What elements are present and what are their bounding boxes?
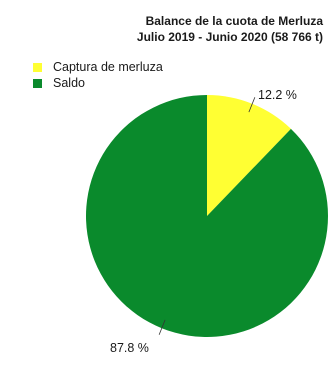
chart-title: Balance de la cuota de Merluza xyxy=(145,14,323,28)
legend-swatch-captura xyxy=(33,62,42,72)
legend-swatch-saldo xyxy=(33,78,42,88)
pie-slice-saldo xyxy=(85,95,329,338)
legend-label-saldo: Saldo xyxy=(53,76,85,90)
leader-line-saldo xyxy=(158,319,166,335)
legend: Captura de merluza Saldo xyxy=(33,59,163,91)
leader-line-captura xyxy=(248,97,256,113)
chart-title-block: Balance de la cuota de Merluza Julio 201… xyxy=(23,13,323,45)
legend-item-captura: Captura de merluza xyxy=(33,59,163,75)
legend-label-captura: Captura de merluza xyxy=(53,60,163,74)
pie-slice-captura xyxy=(207,95,291,216)
data-label-captura: 12.2 % xyxy=(258,88,297,102)
chart-subtitle: Julio 2019 - Junio 2020 (58 766 t) xyxy=(136,30,323,44)
data-label-saldo: 87.8 % xyxy=(110,341,149,355)
legend-item-saldo: Saldo xyxy=(33,75,163,91)
